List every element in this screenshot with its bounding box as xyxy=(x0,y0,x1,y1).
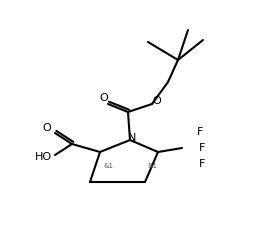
Text: N: N xyxy=(128,133,136,143)
Text: F: F xyxy=(199,143,205,153)
Text: O: O xyxy=(153,96,161,106)
Text: F: F xyxy=(199,159,205,169)
Text: O: O xyxy=(100,93,108,103)
Text: O: O xyxy=(43,123,51,133)
Text: &1: &1 xyxy=(103,163,113,169)
Text: &1: &1 xyxy=(148,163,158,169)
Text: F: F xyxy=(197,127,203,137)
Text: HO: HO xyxy=(34,152,52,162)
